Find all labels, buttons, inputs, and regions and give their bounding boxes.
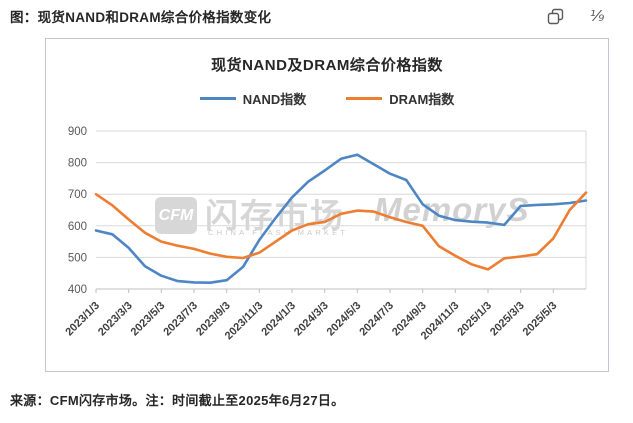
x-tick-label: 2023/5/3 [129, 300, 168, 339]
x-tick-label: 2024/3/3 [292, 300, 331, 339]
x-tick-label: 2025/1/3 [455, 300, 494, 339]
dram-legend-label: DRAM指数 [389, 92, 455, 107]
legend-item-dram: DRAM指数 [346, 89, 454, 108]
page-indicator-label: ⅑ [589, 8, 605, 25]
x-tick-label: 2024/7/3 [357, 300, 396, 339]
y-tick-label: 400 [68, 284, 87, 296]
y-tick-label: 800 [68, 158, 87, 170]
header-icons: ⅑ [545, 6, 607, 26]
nand-line [94, 153, 588, 284]
y-tick-label: 900 [68, 126, 87, 138]
x-tick-label: 2025/3/3 [488, 300, 527, 339]
dram-line [94, 191, 588, 271]
y-tick-label: 700 [68, 189, 87, 201]
legend-item-nand: NAND指数 [199, 89, 307, 108]
x-tick-label: 2023/3/3 [96, 300, 135, 339]
chart-title: 现货NAND及DRAM综合价格指数 [211, 57, 443, 74]
price-index-plot: 400 500 600 700 800 900 2023/1/32023/3/32023/5… [63, 126, 588, 342]
page-indicator-icon[interactable]: ⅑ [587, 6, 607, 26]
x-tick-label: 2025/5/3 [521, 300, 560, 339]
x-tick-label: 2024/5/3 [325, 300, 364, 339]
nand-legend-label: NAND指数 [242, 92, 307, 107]
x-tick-label: 2024/1/3 [259, 300, 298, 339]
copy-icon[interactable] [545, 6, 565, 26]
y-tick-label: 600 [68, 221, 87, 233]
source-note: 来源：CFM闪存市场。注：时间截止至2025年6月27日。 [10, 393, 345, 408]
dram-line-swatch [346, 97, 383, 100]
figure-caption: 图：现货NAND和DRAM综合价格指数变化 [10, 10, 272, 25]
x-tick-label: 2023/1/3 [63, 300, 102, 339]
nand-line-swatch [199, 97, 236, 100]
chart-card: 现货NAND及DRAM综合价格指数 NAND指数 DRAM指数 CFM 闪存市场… [45, 38, 609, 372]
y-tick-label: 500 [68, 252, 87, 264]
figure-header: 图：现货NAND和DRAM综合价格指数变化 ⅑ [10, 6, 607, 26]
chart-legend: NAND指数 DRAM指数 [46, 89, 608, 108]
x-tick-label: 2023/7/3 [161, 300, 200, 339]
